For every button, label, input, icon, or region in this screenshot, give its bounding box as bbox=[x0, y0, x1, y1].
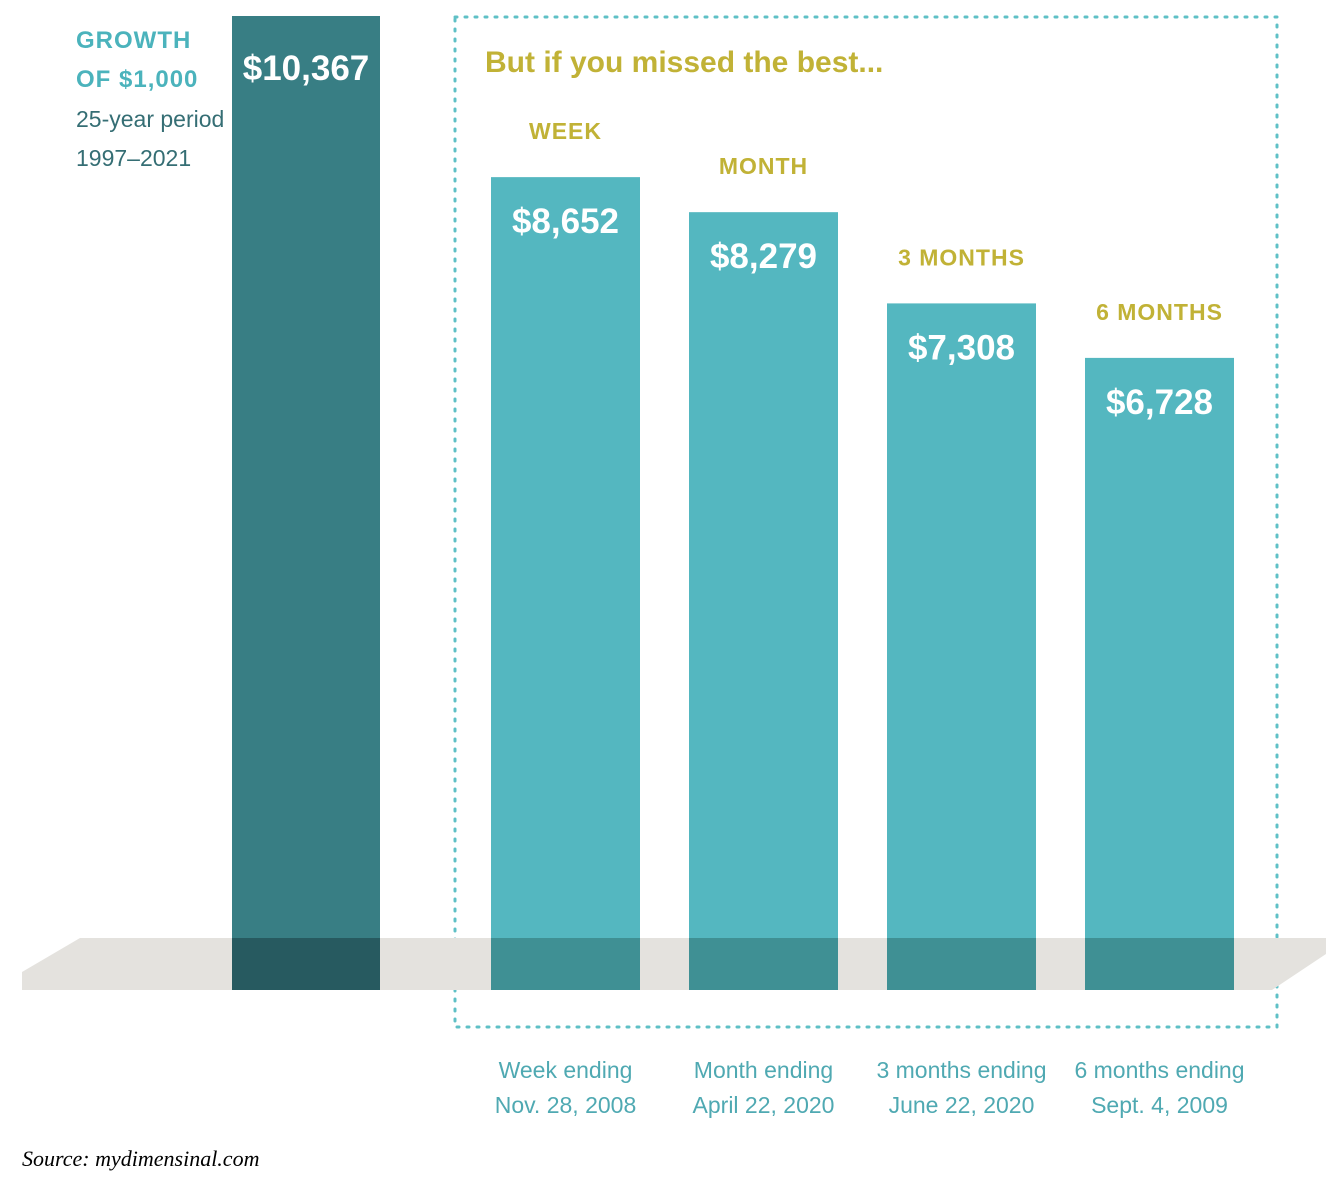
main-bar-floor-shade bbox=[232, 938, 380, 990]
bar-floor-shade-2 bbox=[689, 938, 838, 990]
source-note: Source: mydimensinal.com bbox=[22, 1146, 260, 1171]
x-label-1-line-1: Week ending bbox=[499, 1057, 633, 1083]
x-label-4-line-1: 6 months ending bbox=[1074, 1057, 1244, 1083]
x-label-2-line-2: April 22, 2020 bbox=[693, 1092, 835, 1118]
main-bar bbox=[232, 16, 380, 990]
bar-2 bbox=[689, 212, 838, 990]
period-label: 25-year period bbox=[76, 106, 224, 132]
chart: GROWTH OF $1,000 25-year period 1997–202… bbox=[22, 15, 1326, 1118]
value-label-4: $6,728 bbox=[1106, 383, 1213, 422]
category-label-3: 3 MONTHS bbox=[898, 244, 1025, 270]
bar-1 bbox=[491, 177, 640, 990]
main-bar-value-label: $10,367 bbox=[243, 49, 370, 88]
category-label-1: WEEK bbox=[529, 118, 602, 144]
growth-heading-line1: GROWTH bbox=[76, 27, 191, 54]
x-label-2-line-1: Month ending bbox=[694, 1057, 833, 1083]
chart-title: But if you missed the best... bbox=[485, 46, 883, 79]
main-bar-group: $10,367 bbox=[232, 16, 380, 990]
category-label-2: MONTH bbox=[719, 153, 808, 179]
category-label-4: 6 MONTHS bbox=[1096, 299, 1223, 325]
growth-heading-line2: OF $1,000 bbox=[76, 66, 198, 93]
bar-floor-shade-3 bbox=[887, 938, 1036, 990]
bar-4 bbox=[1085, 357, 1234, 990]
x-label-3-line-2: June 22, 2020 bbox=[889, 1092, 1035, 1118]
x-label-4-line-2: Sept. 4, 2009 bbox=[1091, 1092, 1228, 1118]
value-label-3: $7,308 bbox=[908, 328, 1015, 367]
bar-3 bbox=[887, 303, 1036, 990]
x-label-1-line-2: Nov. 28, 2008 bbox=[495, 1092, 637, 1118]
value-label-1: $8,652 bbox=[512, 202, 619, 241]
missed-days-frame bbox=[453, 15, 1279, 1029]
missed-bars: WEEK $8,652 Week ending Nov. 28, 2008 MONTH $… bbox=[491, 118, 1245, 1118]
period-years-label: 1997–2021 bbox=[76, 145, 191, 171]
value-label-2: $8,279 bbox=[710, 237, 817, 276]
bar-floor-shade-1 bbox=[491, 938, 640, 990]
bar-floor-shade-4 bbox=[1085, 938, 1234, 990]
x-label-3-line-1: 3 months ending bbox=[876, 1057, 1046, 1083]
